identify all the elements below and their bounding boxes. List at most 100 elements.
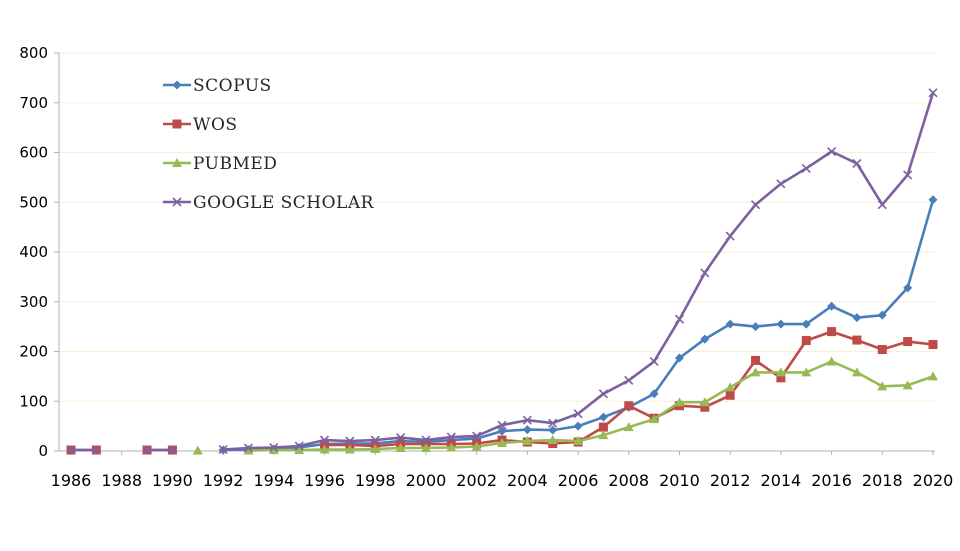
data-point-pubmed — [522, 436, 533, 446]
data-point-pubmed — [268, 445, 279, 455]
data-point-google-scholar — [801, 163, 811, 173]
x-tick-label: 2016 — [811, 471, 852, 490]
legend-label: WOS — [193, 115, 238, 135]
data-point-pubmed — [801, 367, 812, 377]
x-tick-label: 2010 — [659, 471, 700, 490]
y-tick-label: 200 — [19, 343, 48, 361]
data-point-pubmed — [420, 443, 431, 453]
data-point-google-scholar — [472, 431, 482, 441]
data-point-google-scholar — [396, 433, 406, 443]
data-point-google-scholar — [446, 432, 456, 442]
x-tick-label: 1990 — [152, 471, 193, 490]
data-point-google-scholar — [928, 88, 938, 98]
data-point-pubmed — [370, 444, 381, 454]
series-line-pubmed — [248, 360, 934, 452]
data-point-wos — [827, 327, 837, 337]
data-point-google-scholar — [243, 443, 254, 453]
data-point-scopus — [827, 301, 837, 311]
x-tick-label: 2000 — [406, 471, 447, 490]
y-axis-ticks: 0 100 200 300 400 500 600 700 800 — [19, 44, 48, 460]
x-tick-label: 1988 — [101, 471, 142, 490]
data-point-google-scholar — [725, 231, 735, 241]
data-point-google-scholar — [497, 420, 507, 430]
data-point-google-scholar — [294, 441, 304, 451]
y-tick-label: 400 — [19, 243, 48, 261]
data-point-pubmed — [547, 435, 558, 445]
data-point-scopus — [903, 283, 913, 293]
data-point-google-scholar — [750, 200, 761, 210]
data-point-wos — [725, 390, 735, 400]
legend-item-google-scholar: GOOGLE SCHOLAR — [163, 193, 375, 213]
legend-label: PUBMED — [193, 154, 277, 174]
x-tick-label: 2014 — [761, 471, 802, 490]
data-point-scopus — [725, 319, 735, 329]
data-point-pubmed — [851, 367, 862, 377]
data-point-google-scholar — [167, 445, 177, 455]
x-tick-label: 1998 — [355, 471, 396, 490]
data-point-pubmed — [877, 381, 888, 391]
x-tick-label: 2018 — [862, 471, 903, 490]
data-point-pubmed — [674, 397, 685, 407]
data-point-wos — [928, 340, 938, 350]
legend-marker — [172, 80, 182, 90]
data-point-pubmed — [623, 422, 634, 432]
data-point-pubmed — [598, 430, 609, 440]
legend-marker — [172, 158, 182, 167]
data-point-pubmed — [725, 382, 736, 392]
data-point-scopus — [649, 389, 659, 399]
x-tick-label: 2012 — [710, 471, 751, 490]
x-axis-ticks: 1986 1988 1990 1992 1994 1996 1998 2000 2002 2004… — [51, 471, 954, 490]
data-point-pubmed — [192, 445, 203, 455]
axes — [54, 52, 935, 455]
data-point-google-scholar — [91, 445, 101, 455]
data-point-google-scholar — [269, 442, 279, 453]
series-google-scholar — [66, 88, 938, 455]
data-point-google-scholar — [522, 415, 532, 425]
y-tick-label: 800 — [19, 44, 48, 62]
x-tick-label: 1994 — [253, 471, 294, 490]
x-tick-label: 1992 — [203, 471, 244, 490]
data-point-pubmed — [775, 367, 786, 377]
data-point-google-scholar — [421, 435, 431, 445]
legend-label: SCOPUS — [193, 76, 272, 96]
data-point-scopus — [852, 313, 862, 323]
data-point-wos — [903, 337, 913, 347]
data-point-scopus — [928, 195, 938, 205]
data-point-pubmed — [826, 356, 837, 366]
x-tick-label: 2008 — [608, 471, 649, 490]
data-point-google-scholar — [776, 179, 786, 189]
x-tick-label: 2004 — [507, 471, 548, 490]
data-point-google-scholar — [877, 200, 887, 210]
gridlines — [59, 52, 935, 402]
data-point-pubmed — [446, 442, 457, 452]
series-scopus — [218, 195, 938, 455]
data-point-scopus — [598, 412, 608, 422]
data-point-google-scholar — [548, 418, 558, 428]
y-tick-label: 600 — [19, 144, 48, 162]
series-line-google-scholar — [223, 92, 935, 451]
data-point-google-scholar — [624, 375, 634, 385]
data-point-scopus — [877, 310, 887, 320]
data-point-google-scholar — [674, 314, 685, 324]
data-point-pubmed — [649, 414, 660, 424]
data-point-google-scholar — [66, 445, 76, 455]
data-point-wos — [751, 355, 761, 365]
data-point-wos — [801, 336, 811, 346]
data-point-scopus — [801, 319, 811, 329]
y-tick-label: 700 — [19, 94, 48, 112]
data-point-google-scholar — [700, 268, 710, 278]
data-point-wos — [877, 345, 887, 355]
data-point-google-scholar — [827, 146, 837, 157]
legend-item-scopus: SCOPUS — [163, 76, 272, 96]
data-point-pubmed — [243, 445, 254, 455]
data-point-pubmed — [902, 380, 913, 390]
data-point-pubmed — [750, 367, 761, 377]
x-tick-label: 2006 — [558, 471, 599, 490]
data-point-wos — [776, 373, 786, 383]
legend-label: GOOGLE SCHOLAR — [193, 193, 375, 213]
data-point-scopus — [776, 319, 786, 329]
y-tick-label: 500 — [19, 193, 48, 211]
legend-marker — [172, 197, 182, 207]
data-point-google-scholar — [852, 158, 862, 169]
